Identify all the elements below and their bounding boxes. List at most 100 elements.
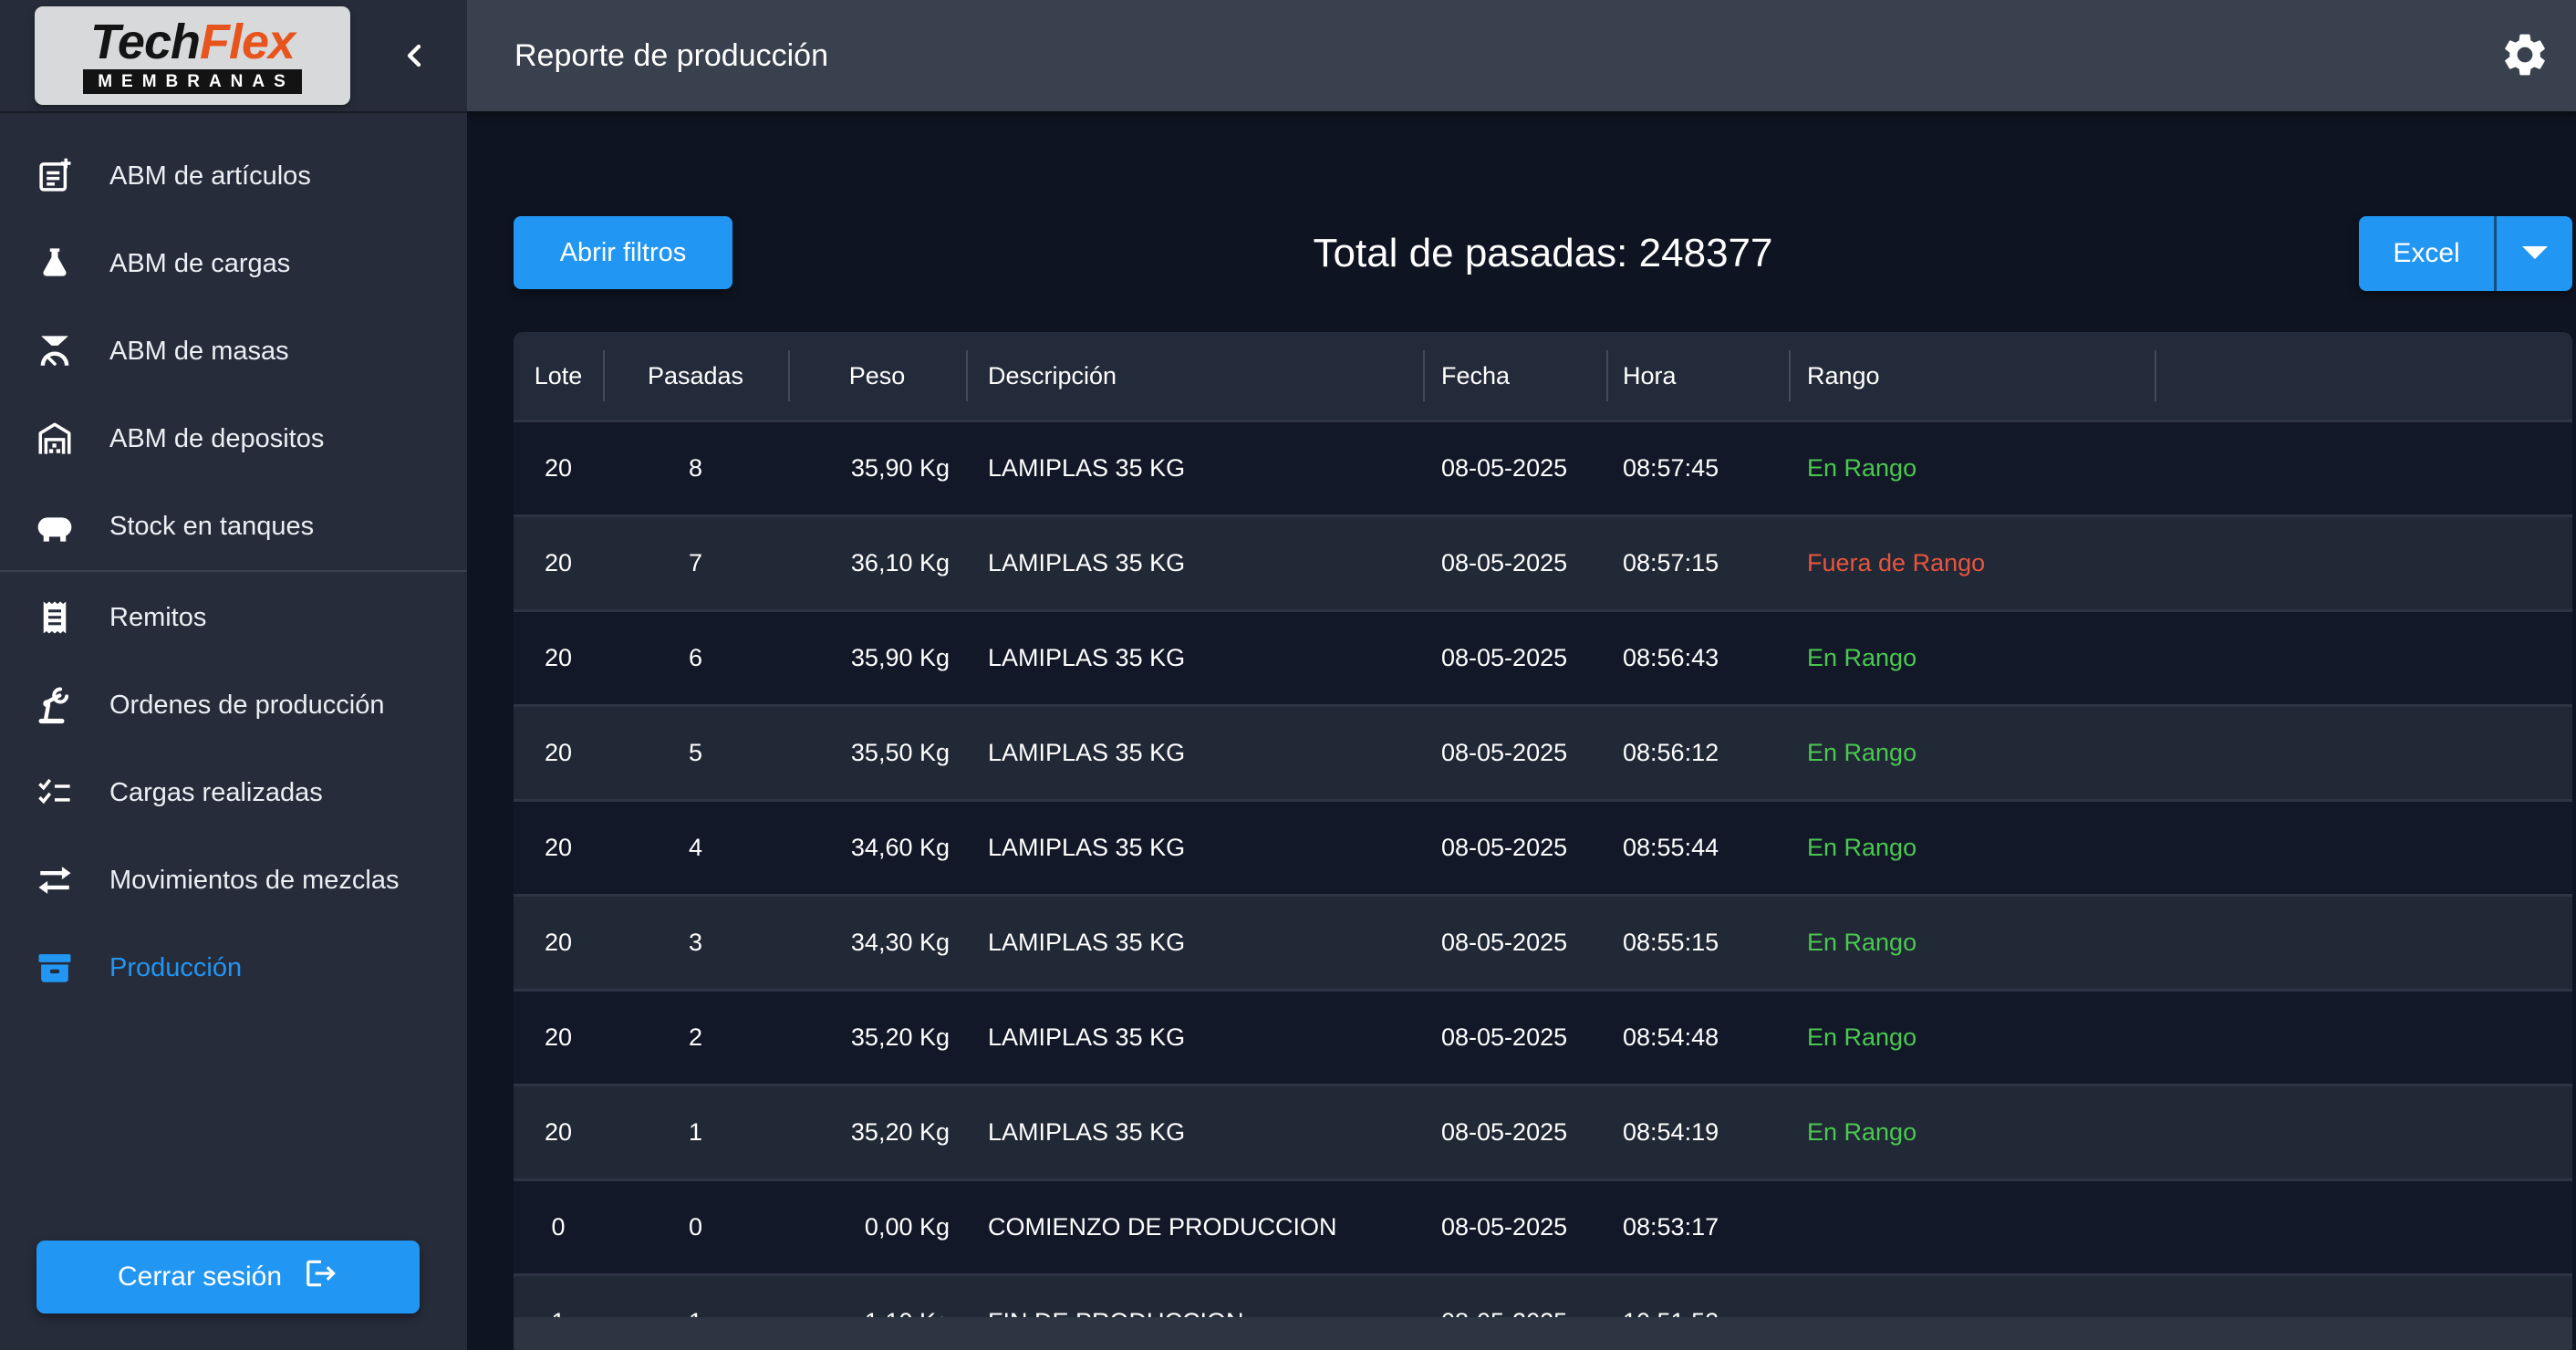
sidebar-item-label: ABM de cargas — [109, 248, 291, 278]
cell-rango-status: En Rango — [1807, 1023, 1917, 1051]
sidebar-item-remitos[interactable]: Remitos — [0, 574, 467, 661]
cell-hora: 10:51:52 — [1606, 1276, 1789, 1317]
cell-pasadas: 3 — [688, 929, 703, 956]
sidebar-item-label: Ordenes de producción — [109, 690, 385, 720]
sidebar-item-label: ABM de depositos — [109, 423, 325, 453]
cell-hora: 08:56:12 — [1623, 739, 1719, 766]
main-area: Reporte de producción Abrir filtros Tota… — [467, 0, 2576, 1350]
cell-peso: 34,30 Kg — [850, 929, 950, 956]
cell-hora: 08:55:15 — [1623, 929, 1719, 956]
table-row: 20 1 35,20 Kg LAMIPLAS 35 KG 08-05-2025 … — [514, 1084, 2572, 1179]
cell-rango-status: En Rango — [1807, 454, 1917, 482]
logout-icon — [304, 1256, 338, 1298]
cell-rango-status: En Rango — [1807, 929, 1917, 956]
cell-empty — [2155, 802, 2572, 894]
sidebar-logo-area: TechFlex MEMBRANAS — [0, 0, 467, 113]
table-row: 20 6 35,90 Kg LAMIPLAS 35 KG 08-05-2025 … — [514, 609, 2572, 704]
top-header: Reporte de producción — [467, 0, 2576, 111]
table-body: 20 8 35,90 Kg LAMIPLAS 35 KG 08-05-2025 … — [514, 420, 2572, 1317]
cell-descripcion: LAMIPLAS 35 KG — [988, 929, 1186, 956]
cell-pasadas: 5 — [688, 739, 703, 766]
checklist-icon — [35, 773, 75, 813]
sidebar-item-stock-tanques[interactable]: Stock en tanques — [0, 483, 467, 570]
cell-rango-status: En Rango — [1807, 739, 1917, 766]
cell-hora: 08:57:15 — [1623, 549, 1719, 576]
table-row: 20 8 35,90 Kg LAMIPLAS 35 KG 08-05-2025 … — [514, 420, 2572, 514]
excel-dropdown-button[interactable] — [2494, 216, 2572, 291]
column-header-peso: Peso — [788, 332, 966, 420]
cell-fecha: 08-05-2025 — [1441, 1118, 1568, 1146]
cell-lote: 20 — [544, 739, 573, 766]
logout-button-label: Cerrar sesión — [117, 1262, 283, 1292]
cell-empty — [2155, 612, 2572, 704]
logo-subtext: MEMBRANAS — [83, 69, 302, 94]
cell-fecha: 08-05-2025 — [1441, 739, 1568, 766]
cell-empty — [2155, 1181, 2572, 1273]
sidebar-item-ordenes-produccion[interactable]: Ordenes de producción — [0, 661, 467, 749]
cell-descripcion: LAMIPLAS 35 KG — [988, 834, 1186, 861]
sidebar-item-produccion[interactable]: Producción — [0, 924, 467, 1012]
cell-fecha: 08-05-2025 — [1441, 929, 1568, 956]
cell-empty — [2155, 517, 2572, 609]
collapse-sidebar-button[interactable] — [394, 36, 434, 77]
archive-box-icon — [35, 948, 75, 988]
cell-hora: 08:54:48 — [1623, 1023, 1719, 1051]
table-row: 0 0 0,00 Kg COMIENZO DE PRODUCCION 08-05… — [514, 1179, 2572, 1273]
cell-pasadas: 1 — [603, 1276, 788, 1317]
cell-pasadas: 4 — [688, 834, 703, 861]
sidebar-item-abm-masas[interactable]: ABM de masas — [0, 307, 467, 395]
cell-lote: 20 — [544, 929, 573, 956]
cell-rango-status: En Rango — [1807, 834, 1917, 861]
cell-peso: 35,50 Kg — [850, 739, 950, 766]
robot-arm-icon — [35, 685, 75, 725]
settings-button[interactable] — [2498, 28, 2552, 83]
logout-button[interactable]: Cerrar sesión — [36, 1241, 420, 1314]
cell-descripcion: LAMIPLAS 35 KG — [988, 1118, 1186, 1146]
cell-fecha: 08-05-2025 — [1441, 644, 1568, 671]
sidebar-item-label: ABM de masas — [109, 336, 289, 366]
table-row: 20 7 36,10 Kg LAMIPLAS 35 KG 08-05-2025 … — [514, 514, 2572, 609]
cell-lote: 20 — [544, 1023, 573, 1051]
cell-peso: 35,90 Kg — [850, 454, 950, 482]
sidebar-item-abm-articulos[interactable]: ABM de artículos — [0, 132, 467, 220]
cell-empty — [2155, 1086, 2572, 1179]
sidebar-item-label: Cargas realizadas — [109, 777, 323, 807]
table-row: 20 2 35,20 Kg LAMIPLAS 35 KG 08-05-2025 … — [514, 989, 2572, 1084]
cell-empty — [2155, 1276, 2572, 1317]
sidebar-divider — [0, 570, 467, 574]
cell-peso: 36,10 Kg — [850, 549, 950, 576]
sidebar-item-label: Movimientos de mezclas — [109, 865, 400, 895]
sidebar-item-cargas-realizadas[interactable]: Cargas realizadas — [0, 749, 467, 836]
horizontal-scrollbar[interactable] — [514, 1317, 2572, 1350]
table-row: 20 5 35,50 Kg LAMIPLAS 35 KG 08-05-2025 … — [514, 704, 2572, 799]
cell-empty — [2155, 897, 2572, 989]
cell-descripcion: COMIENZO DE PRODUCCION — [988, 1213, 1337, 1241]
cell-lote: 1 — [514, 1276, 603, 1317]
column-header-lote: Lote — [534, 361, 583, 389]
column-header-empty — [2155, 332, 2572, 420]
cell-peso: 1,10 Kg — [788, 1276, 966, 1317]
open-filters-button[interactable]: Abrir filtros — [514, 216, 732, 289]
table-row: 20 3 34,30 Kg LAMIPLAS 35 KG 08-05-2025 … — [514, 894, 2572, 989]
cell-empty — [2155, 422, 2572, 514]
cell-rango-status: Fuera de Rango — [1807, 549, 1986, 576]
cell-rango-status — [1789, 1181, 2155, 1273]
sidebar-item-abm-cargas[interactable]: ABM de cargas — [0, 220, 467, 307]
column-header-pasadas: Pasadas — [603, 332, 788, 420]
content-area: Abrir filtros Total de pasadas: 248377 E… — [467, 111, 2576, 1350]
cell-pasadas: 8 — [688, 454, 703, 482]
cell-fecha: 08-05-2025 — [1423, 1276, 1606, 1317]
cell-lote: 20 — [544, 1118, 573, 1146]
sidebar-item-movimientos-mezclas[interactable]: Movimientos de mezclas — [0, 836, 467, 924]
excel-export-button[interactable]: Excel — [2359, 216, 2494, 291]
toolbar: Abrir filtros Total de pasadas: 248377 E… — [514, 216, 2572, 291]
cell-peso: 35,20 Kg — [850, 1023, 950, 1051]
cell-rango-status — [1789, 1276, 2155, 1317]
sidebar-item-abm-depositos[interactable]: ABM de depositos — [0, 395, 467, 483]
column-header-descripcion: Descripción — [966, 332, 1423, 420]
cell-peso: 34,60 Kg — [850, 834, 950, 861]
table-header-row: Lote Pasadas Peso Descripción Fecha Hora… — [514, 332, 2572, 420]
cell-hora: 08:55:44 — [1623, 834, 1719, 861]
cell-hora: 08:57:45 — [1623, 454, 1719, 482]
cell-lote: 20 — [544, 644, 573, 671]
